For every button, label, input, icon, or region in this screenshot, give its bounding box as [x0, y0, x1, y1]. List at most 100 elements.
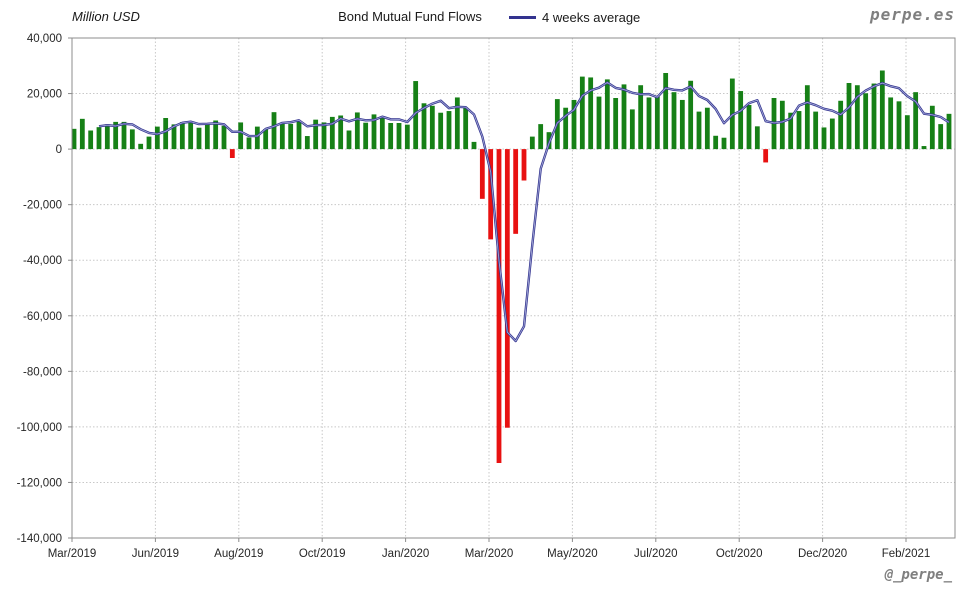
bar	[688, 80, 694, 150]
bar	[896, 101, 902, 150]
bar	[346, 130, 352, 150]
bar	[446, 111, 452, 150]
bar	[479, 149, 485, 199]
bar	[429, 105, 435, 150]
bar	[696, 111, 702, 150]
bar	[321, 122, 327, 150]
bar	[96, 127, 102, 150]
bar	[304, 136, 310, 150]
legend-label: 4 weeks average	[542, 10, 641, 25]
y-tick-label: -60,000	[23, 311, 62, 323]
bar	[188, 122, 194, 150]
y-tick-label: 40,000	[27, 33, 62, 45]
bar	[671, 92, 677, 150]
bar	[288, 123, 294, 150]
bar	[704, 107, 710, 150]
bar	[646, 97, 652, 150]
bar	[396, 123, 402, 150]
y-tick-label: -20,000	[23, 200, 62, 212]
bar	[746, 104, 752, 150]
bar	[113, 121, 119, 150]
bar	[146, 136, 152, 150]
bar	[721, 137, 727, 150]
avg-line-highlight	[98, 82, 950, 342]
x-tick-label: Mar/2020	[465, 548, 514, 560]
bar	[496, 149, 502, 463]
bar	[838, 100, 844, 150]
bar	[163, 118, 169, 150]
bar	[71, 128, 77, 150]
bar	[663, 73, 669, 150]
chart-title: Bond Mutual Fund Flows	[338, 9, 482, 24]
bar	[713, 135, 719, 150]
twitter-handle: @_perpe_	[884, 567, 952, 583]
bar	[904, 115, 910, 150]
y-tick-label: 0	[56, 144, 62, 156]
bar	[579, 76, 585, 150]
bar	[796, 111, 802, 150]
x-tick-label: Mar/2019	[48, 548, 97, 560]
bar	[513, 149, 519, 234]
bar	[621, 84, 627, 150]
bar	[404, 124, 410, 150]
bar	[763, 149, 769, 163]
bar	[471, 141, 477, 150]
bar	[463, 107, 469, 150]
bar	[921, 146, 927, 150]
bar	[846, 83, 852, 150]
brand-logo: perpe.es	[869, 5, 955, 24]
bar	[629, 109, 635, 150]
bar	[871, 83, 877, 150]
bar	[779, 100, 785, 150]
bar	[946, 113, 952, 150]
bar	[888, 97, 894, 150]
bar	[863, 93, 869, 150]
x-tick-label: Dec/2020	[798, 548, 847, 560]
legend: 4 weeks average	[509, 10, 640, 25]
bar	[129, 129, 135, 150]
bar	[196, 127, 202, 150]
y-tick-label: -120,000	[17, 477, 62, 489]
x-tick-label: May/2020	[547, 548, 598, 560]
bar	[563, 107, 569, 150]
y-tick-label: 20,000	[27, 89, 62, 101]
bar	[329, 116, 335, 150]
bar	[154, 126, 160, 150]
bar	[421, 103, 427, 150]
x-tick-label: Aug/2019	[214, 548, 263, 560]
bar	[488, 149, 494, 240]
bar	[121, 121, 127, 150]
bar	[204, 123, 210, 150]
bar	[138, 143, 144, 150]
bar	[213, 120, 219, 150]
bar	[529, 136, 535, 150]
bar	[813, 111, 819, 150]
bar	[854, 85, 860, 150]
bar	[246, 137, 252, 150]
bar	[438, 112, 444, 150]
x-tick-label: Jul/2020	[634, 548, 677, 560]
bar	[79, 118, 85, 150]
bar	[413, 81, 419, 150]
bar	[588, 77, 594, 150]
bar	[596, 96, 602, 150]
bar	[263, 129, 269, 150]
plot-border	[71, 37, 956, 539]
bar	[379, 117, 385, 150]
y-axis-title: Million USD	[72, 9, 140, 24]
avg-line	[98, 81, 950, 343]
bar	[229, 149, 235, 158]
bar	[88, 130, 94, 150]
bar	[254, 126, 260, 150]
bar	[571, 99, 577, 150]
legend-line-swatch-icon	[509, 16, 536, 19]
bar	[804, 85, 810, 150]
y-tick-label: -40,000	[23, 255, 62, 267]
bar	[338, 115, 344, 150]
x-tick-label: Oct/2020	[716, 548, 763, 560]
bar	[879, 70, 885, 150]
bar	[296, 121, 302, 150]
bar	[913, 92, 919, 150]
